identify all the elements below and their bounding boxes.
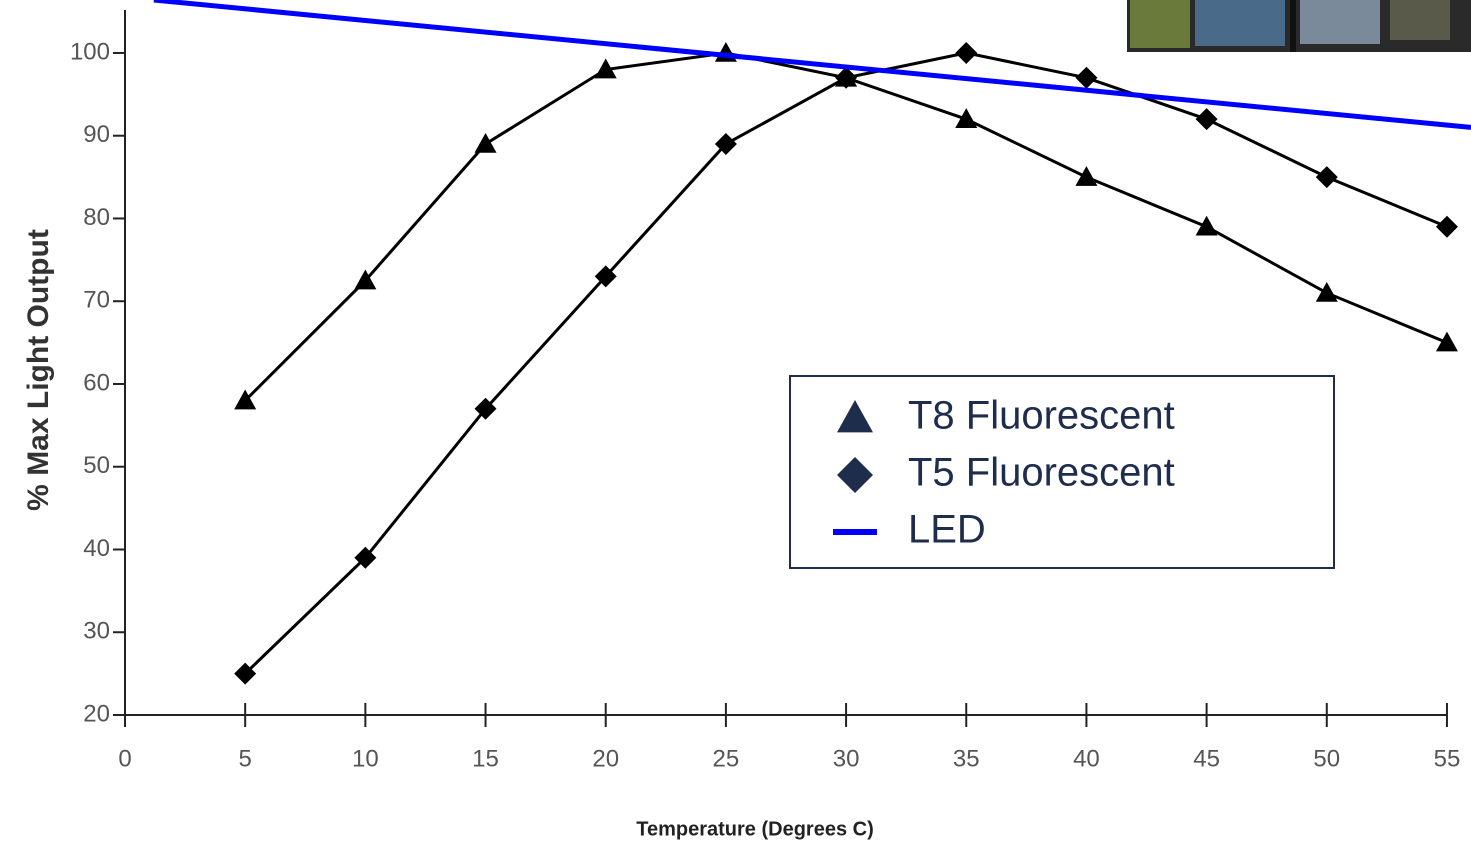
data-point [1435,215,1458,238]
data-point [234,662,257,685]
y-tick-label: 40 [83,535,110,562]
y-tick-label: 30 [83,618,110,645]
legend-label: T8 Fluorescent [908,394,1175,438]
x-tick-label: 40 [1073,745,1100,772]
data-point [835,66,858,89]
series-line [244,51,1448,675]
data-point [1315,281,1338,302]
data-point [1195,108,1218,131]
data-point [594,58,617,79]
y-tick-label: 90 [83,121,110,148]
series-line [244,51,1448,402]
data-point [714,41,737,62]
data-point [474,397,497,420]
series-line [153,0,1471,130]
x-tick-label: 45 [1193,745,1220,772]
data-point [474,132,497,153]
x-tick-label: 55 [1434,745,1461,772]
x-tick-label: 10 [352,745,379,772]
y-tick-label: 70 [83,287,110,314]
data-point [1315,166,1338,189]
legend-label: T5 Fluorescent [908,451,1175,495]
y-tick-label: 20 [83,700,110,727]
data-point [714,132,737,155]
x-tick-label: 30 [833,745,860,772]
data-point [234,389,257,410]
data-point [1075,166,1098,186]
data-point [594,265,617,288]
data-point [354,546,377,569]
x-tick-label: 5 [238,745,251,772]
data-point [955,41,978,64]
legend-label: LED [908,508,986,552]
y-tick-label: 80 [83,204,110,231]
y-axis-label: % Max Light Output [22,229,55,511]
y-tick-label: 60 [83,369,110,396]
x-tick-label: 35 [953,745,980,772]
photo-thumbnail [1127,0,1471,52]
data-point [1435,331,1458,352]
x-tick-label: 25 [713,745,740,772]
x-axis-label: Temperature (Degrees C) [636,818,873,840]
x-tick-label: 0 [118,745,131,772]
legend-marker [837,457,873,493]
data-point [1195,215,1218,236]
data-point [354,269,377,290]
x-tick-label: 50 [1313,745,1340,772]
legend-box [789,375,1335,569]
y-tick-label: 50 [83,452,110,479]
x-tick-label: 20 [592,745,619,772]
x-tick-label: 15 [472,745,499,772]
y-tick-label: 100 [70,38,110,65]
legend-marker [837,400,873,433]
data-point [955,108,978,128]
data-point [1075,66,1098,89]
